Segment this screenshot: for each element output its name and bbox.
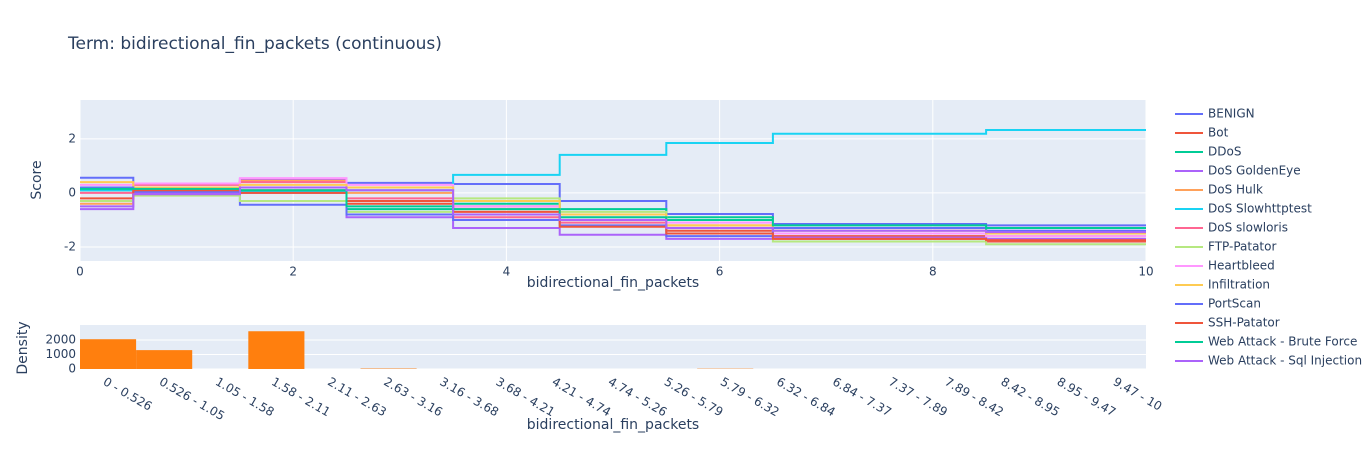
plot-background xyxy=(80,325,1146,369)
x-tick-label: 2.11 - 2.63 xyxy=(325,375,389,420)
legend-label: DoS Slowhttptest xyxy=(1208,202,1312,216)
x-axis-title: bidirectional_fin_packets xyxy=(527,275,699,291)
x-tick-label: 6 xyxy=(716,265,724,279)
x-tick-label: 4.21 - 4.74 xyxy=(550,375,614,420)
x-tick-label: 3.16 - 3.68 xyxy=(437,375,501,420)
y-tick-label: -2 xyxy=(64,239,76,253)
legend-label: DoS slowloris xyxy=(1208,221,1288,235)
x-tick-label: 7.89 - 8.42 xyxy=(942,375,1006,420)
x-tick-label: 1.58 - 2.11 xyxy=(269,375,333,420)
bar xyxy=(248,331,305,369)
x-tick-label: 3.68 - 4.21 xyxy=(494,375,558,420)
x-tick-label: 5.79 - 6.32 xyxy=(718,375,782,420)
x-tick-label: 5.26 - 5.79 xyxy=(662,375,726,420)
y-axis-title: Density xyxy=(15,321,31,374)
y-tick-label: 0 xyxy=(68,362,76,376)
x-tick-label: 4 xyxy=(503,265,511,279)
series-line xyxy=(80,194,1146,246)
chart-title: Term: bidirectional_fin_packets (continu… xyxy=(67,34,442,54)
y-tick-label: 0 xyxy=(68,185,76,199)
legend-label: DoS Hulk xyxy=(1208,183,1263,197)
legend-label: DoS GoldenEye xyxy=(1208,164,1301,178)
x-tick-label: 0 - 0.526 xyxy=(101,375,155,414)
legend-label: Web Attack - Brute Force xyxy=(1208,335,1357,349)
x-tick-label: 0 xyxy=(76,265,84,279)
y-tick-label: 1000 xyxy=(45,347,76,361)
x-tick-label: 6.84 - 7.37 xyxy=(830,375,894,420)
legend-label: Web Attack - Sql Injection xyxy=(1208,354,1362,368)
x-tick-label: 2 xyxy=(289,265,297,279)
x-axis-title: bidirectional_fin_packets xyxy=(527,417,699,433)
series-line xyxy=(80,189,1146,242)
series-line xyxy=(80,186,1146,234)
x-tick-label: 7.37 - 7.89 xyxy=(886,375,950,420)
legend-label: Bot xyxy=(1208,126,1229,140)
x-tick-label: 8 xyxy=(929,265,937,279)
legend-label: Infiltration xyxy=(1208,278,1270,292)
bar xyxy=(80,339,137,369)
series-line xyxy=(80,177,1146,238)
x-tick-label: 8.95 - 9.47 xyxy=(1055,375,1119,420)
y-tick-label: 2 xyxy=(68,131,76,145)
x-tick-label: 8.42 - 8.95 xyxy=(998,375,1062,420)
x-tick-label: 9.47 - 10 xyxy=(1111,375,1165,414)
x-tick-label: 10 xyxy=(1138,265,1153,279)
series-line xyxy=(80,186,1146,238)
legend-label: Heartbleed xyxy=(1208,259,1275,273)
x-tick-label: 2.63 - 3.16 xyxy=(381,375,445,420)
legend-label: DDoS xyxy=(1208,145,1241,159)
legend-label: PortScan xyxy=(1208,297,1261,311)
bar xyxy=(136,350,193,369)
legend-label: FTP-Patator xyxy=(1208,240,1276,254)
x-tick-label: 4.74 - 5.26 xyxy=(606,375,670,420)
series-line xyxy=(80,178,1146,240)
legend-label: SSH-Patator xyxy=(1208,316,1280,330)
y-tick-label: 2000 xyxy=(45,332,76,346)
y-axis-title: Score xyxy=(29,160,45,199)
legend-label: BENIGN xyxy=(1208,107,1255,121)
x-tick-label: 6.32 - 6.84 xyxy=(774,375,838,420)
